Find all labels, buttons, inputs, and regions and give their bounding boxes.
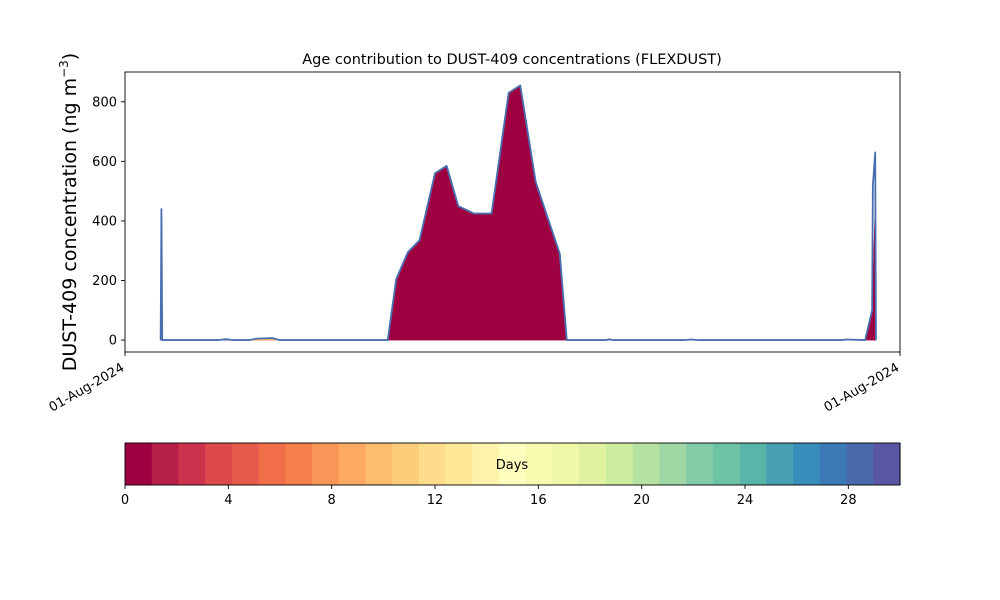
colorbar-cell (659, 443, 687, 485)
colorbar-tick-label: 4 (224, 493, 232, 508)
colorbar-cell (846, 443, 874, 485)
y-axis: 0 200 400 600 800 (92, 95, 125, 349)
chart-title: Age contribution to DUST-409 concentrati… (302, 52, 722, 68)
colorbar-cell (819, 443, 848, 485)
y-tick-label: 200 (92, 274, 117, 289)
colorbar-cell (525, 443, 554, 485)
total-line (159, 84, 877, 341)
colorbar-cell (231, 443, 260, 485)
colorbar-tick-label: 0 (121, 493, 129, 508)
colorbar-cell (873, 443, 901, 485)
colorbar: Days 0 4 8 12 16 20 24 28 (121, 442, 901, 508)
colorbar-cell (739, 443, 767, 485)
colorbar-cell (445, 443, 474, 485)
colorbar-cell (632, 443, 661, 485)
colorbar-cell (686, 443, 714, 485)
y-tick-label: 0 (109, 334, 117, 349)
plot-area (124, 71, 901, 353)
colorbar-cell (205, 443, 233, 485)
series-layer (159, 84, 877, 341)
colorbar-cell (712, 443, 741, 485)
colorbar-label: Days (496, 458, 529, 473)
colorbar-cell (418, 443, 447, 485)
y-tick-label: 400 (92, 214, 117, 229)
y-tick-label: 600 (92, 155, 117, 170)
colorbar-cell (151, 443, 180, 485)
colorbar-cell (125, 443, 153, 485)
colorbar-cell (285, 443, 313, 485)
colorbar-tick-label: 12 (427, 493, 444, 508)
y-tick-label: 800 (92, 95, 117, 110)
colorbar-tick-label: 20 (633, 493, 650, 508)
colorbar-cell (499, 443, 527, 485)
x-axis: 01-Aug-2024 01-Aug-2024 (47, 352, 902, 416)
colorbar-cell (552, 443, 580, 485)
colorbar-cell (365, 443, 393, 485)
colorbar-cell (579, 443, 607, 485)
colorbar-cell (766, 443, 794, 485)
colorbar-cell (606, 443, 634, 485)
colorbar-tick-label: 8 (328, 493, 336, 508)
colorbar-frame (124, 442, 901, 486)
colorbar-tick-label: 28 (840, 493, 857, 508)
colorbar-cell (258, 443, 286, 485)
plot-frame (124, 71, 901, 353)
area-series-0 (160, 84, 877, 341)
colorbar-cell (178, 443, 206, 485)
colorbar-cell (472, 443, 500, 485)
colorbar-cell (338, 443, 367, 485)
y-axis-label: DUST-409 concentration (ng m−3) (57, 53, 81, 371)
colorbar-cell (392, 443, 420, 485)
colorbar-ticks: 0 4 8 12 16 20 24 28 (121, 485, 857, 508)
colorbar-tick-label: 16 (530, 493, 547, 508)
x-tick-label: 01-Aug-2024 (822, 360, 902, 415)
colorbar-cell (793, 443, 821, 485)
colorbar-tick-label: 24 (737, 493, 754, 508)
colorbar-cells (125, 443, 901, 485)
colorbar-cell (312, 443, 340, 485)
